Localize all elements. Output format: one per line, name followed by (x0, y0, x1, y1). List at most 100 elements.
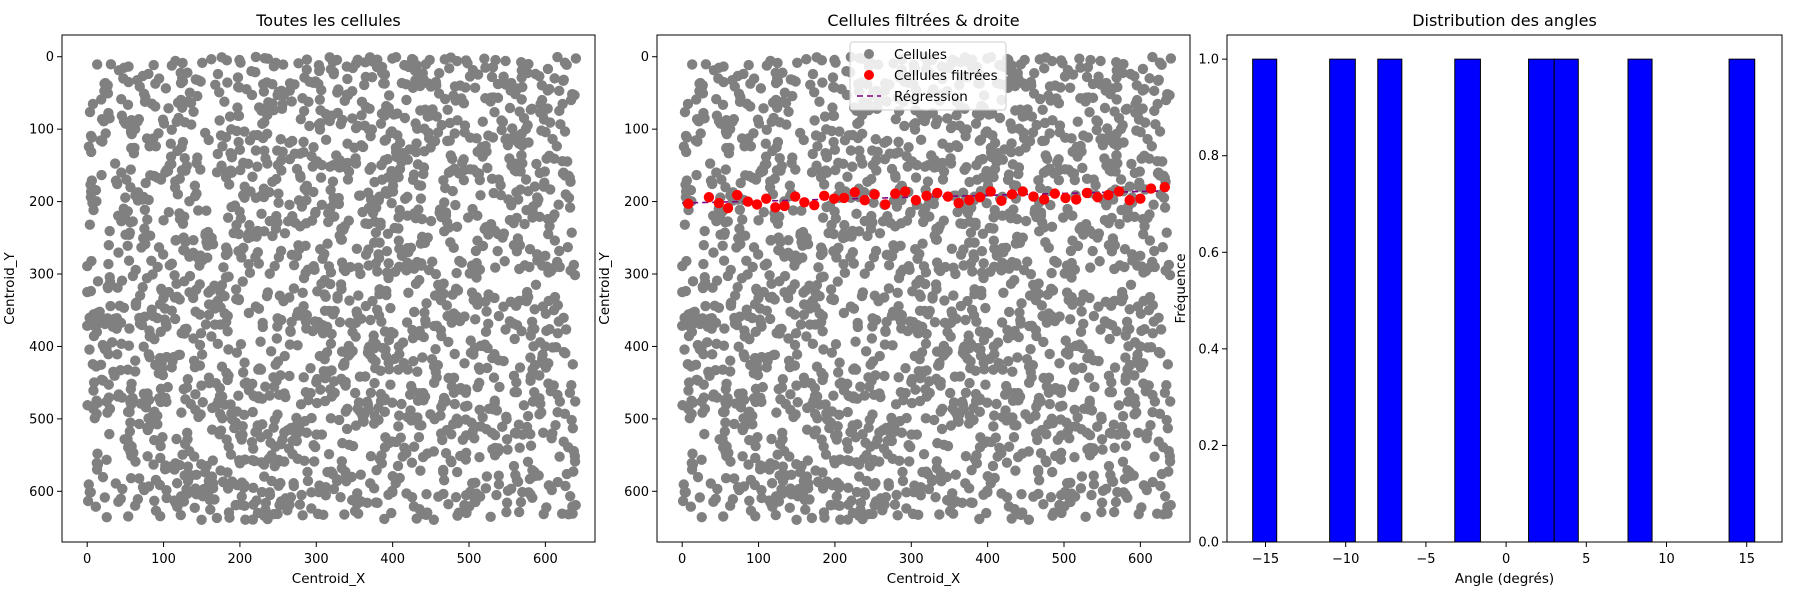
cell-point (815, 242, 827, 253)
cell-point (809, 390, 821, 402)
cell-point (886, 163, 898, 175)
filtered-cell-point (899, 186, 911, 197)
cell-point (1013, 168, 1024, 180)
cell-point (719, 227, 731, 238)
cell-point (209, 494, 220, 505)
cell-point (731, 242, 742, 253)
cell-point (491, 405, 503, 416)
cell-point (774, 153, 785, 164)
cell-point (223, 507, 235, 518)
cell-point (285, 492, 297, 503)
cell-point (807, 338, 819, 350)
cell-point (809, 408, 821, 420)
cell-point (841, 437, 853, 448)
cell-point (830, 164, 841, 176)
cell-point (699, 225, 710, 237)
cell-point (549, 291, 561, 303)
cell-point (929, 316, 941, 328)
cell-point (1039, 63, 1050, 74)
cell-point (1163, 466, 1174, 477)
cell-point (1014, 237, 1026, 249)
cell-point (487, 62, 499, 73)
cell-point (984, 222, 995, 234)
cell-point (980, 379, 991, 390)
cell-point (552, 300, 564, 311)
cell-point (531, 158, 542, 170)
cell-point (399, 59, 410, 71)
cell-point (142, 451, 153, 462)
cell-point (692, 339, 704, 351)
cell-point (338, 360, 350, 371)
cell-point (827, 102, 838, 113)
cell-point (259, 471, 270, 482)
cell-point (346, 494, 358, 506)
cell-point (802, 238, 814, 250)
cell-point (1106, 320, 1118, 331)
cell-point (350, 158, 362, 169)
cell-point (273, 389, 285, 401)
cell-point (323, 113, 334, 124)
cell-point (155, 452, 166, 464)
cell-point (933, 360, 945, 371)
cell-point (275, 134, 286, 145)
cell-point (1117, 456, 1129, 468)
panel-title: Cellules filtrées & droite (827, 11, 1019, 30)
cell-point (916, 347, 928, 358)
cell-point (269, 260, 280, 272)
cell-point (499, 256, 510, 267)
cell-point (468, 349, 479, 360)
cell-point (842, 171, 853, 183)
cell-point (938, 439, 950, 450)
cell-point (529, 359, 541, 371)
cell-point (297, 287, 308, 299)
cell-point (370, 258, 382, 269)
cell-point (714, 212, 726, 223)
cell-point (513, 138, 525, 149)
cell-point (554, 396, 566, 407)
cell-point (495, 179, 506, 191)
cell-point (188, 106, 199, 117)
cell-point (989, 204, 1000, 216)
cell-point (724, 142, 735, 154)
legend-box (849, 41, 1007, 111)
cell-point (894, 415, 906, 427)
cell-point (729, 418, 740, 430)
cell-point (1118, 487, 1129, 498)
cell-point (793, 483, 805, 495)
cell-point (1120, 440, 1132, 451)
cell-point (414, 325, 425, 337)
cell-point (256, 208, 267, 220)
cell-point (486, 71, 498, 83)
cell-point (970, 118, 982, 129)
cell-point (955, 218, 966, 229)
cell-point (1045, 491, 1057, 503)
cell-point (403, 287, 414, 298)
cell-point (142, 214, 153, 225)
cell-point (784, 362, 796, 373)
cell-point (406, 415, 417, 426)
cell-point (184, 287, 195, 298)
x-axis-label: Centroid_X (292, 571, 365, 587)
cell-point (1146, 256, 1158, 268)
cell-point (217, 141, 228, 152)
cell-point (777, 461, 789, 472)
cell-point (157, 249, 169, 260)
cell-point (109, 313, 120, 325)
cell-point (1097, 444, 1108, 455)
cell-point (289, 148, 300, 159)
cell-point (860, 437, 871, 448)
cell-point (298, 301, 309, 312)
cell-point (368, 237, 380, 248)
cell-point (271, 210, 282, 222)
cell-point (215, 130, 227, 141)
cell-point (549, 235, 561, 246)
cell-point (417, 68, 428, 79)
cell-point (430, 269, 442, 280)
cell-point (834, 126, 845, 137)
cell-point (899, 120, 910, 132)
cell-point (421, 298, 432, 309)
cell-point (690, 135, 701, 146)
cell-point (920, 212, 931, 223)
y-tick-label: 600 (29, 485, 54, 500)
cell-point (729, 290, 741, 301)
